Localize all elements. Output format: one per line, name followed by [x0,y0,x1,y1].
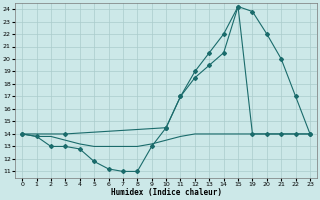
X-axis label: Humidex (Indice chaleur): Humidex (Indice chaleur) [111,188,221,197]
